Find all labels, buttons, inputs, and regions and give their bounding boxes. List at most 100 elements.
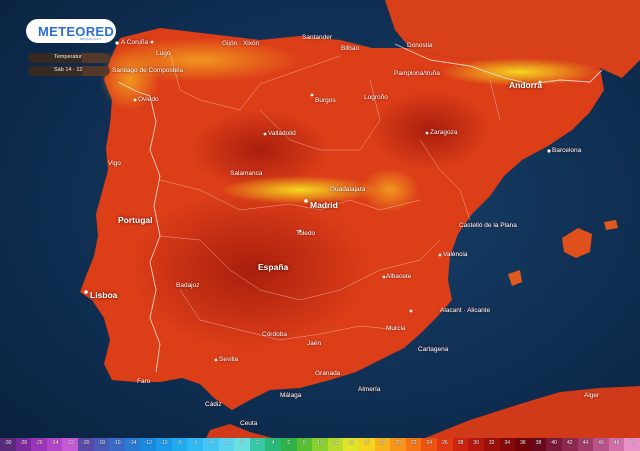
city-label-castello: Castelló de la Plana — [459, 222, 517, 229]
regional-borders — [159, 51, 501, 341]
city-label-murcia: Murcia — [386, 325, 406, 332]
legend-swatch: -10 — [156, 438, 172, 451]
city-label-malaga: Málaga — [280, 392, 302, 399]
legend-value: 50 — [629, 440, 635, 446]
city-label-logrono: Logroño — [364, 94, 388, 101]
city-label-toledo: Toledo — [296, 230, 316, 237]
legend-value: 22 — [410, 440, 417, 446]
legend-value: 12 — [332, 440, 339, 446]
legend-swatch: -8 — [171, 438, 188, 451]
variable-toggle — [82, 53, 110, 63]
city-label-guadalajara: Guadalajara — [330, 186, 366, 193]
legend-swatch: 32 — [483, 438, 500, 451]
city-label-sevilla: Sevilla — [219, 356, 239, 363]
city-label-cordoba: Córdoba — [262, 331, 287, 338]
legend-value: 30 — [473, 440, 479, 446]
city-label-a-coruna: A Coruña — [121, 39, 149, 46]
legend-value: 26 — [442, 440, 448, 446]
city-label-lugo: Lugo — [156, 50, 171, 57]
legend-value: 18 — [379, 440, 386, 446]
legend-swatch: 50 — [624, 438, 640, 451]
legend-swatch: 14 — [343, 438, 360, 451]
legend-swatch: -28 — [15, 438, 32, 451]
city-markers — [84, 40, 551, 362]
portugal-border — [117, 81, 161, 373]
temperature-legend: -30 -28 -26 -24 -22 -20 -18 -16 -14 -12 -10 -8 -6 -4-… — [0, 438, 640, 451]
legend-value: 0 — [240, 440, 244, 446]
legend-value: 4 — [271, 440, 275, 446]
france-landmass — [385, 0, 640, 78]
legend-value: -24 — [51, 440, 59, 446]
legend-value: -10 — [160, 440, 168, 446]
city-label-jaen: Jaén — [307, 340, 322, 347]
legend-swatch: 34 — [499, 438, 516, 451]
legend-value: -16 — [113, 440, 121, 446]
legend-value: 28 — [457, 440, 464, 446]
legend-swatch: -14 — [124, 438, 141, 451]
heat-core-south — [130, 190, 370, 350]
legend-swatch: -24 — [46, 438, 63, 451]
legend-swatch: 46 — [593, 438, 609, 451]
legend-swatch: -26 — [31, 438, 47, 451]
legend-value: 40 — [551, 440, 557, 446]
legend-value: -4 — [208, 440, 213, 446]
city-label-albacete: Albacete — [386, 273, 412, 280]
legend-value: 48 — [613, 440, 620, 446]
legend-swatch: -6 — [187, 438, 203, 451]
legend-swatch: 4 — [265, 438, 281, 451]
iberian-system-warm — [360, 168, 420, 212]
city-label-vigo: Vigo — [108, 160, 121, 167]
legend-swatch: -18 — [93, 438, 110, 451]
legend-value: 44 — [582, 440, 589, 446]
legend-swatch: 24 — [421, 438, 438, 451]
time-toggle — [82, 66, 110, 76]
legend-swatch: -22 — [62, 438, 79, 451]
legend-value: 24 — [426, 440, 433, 446]
city-label-oviedo: Oviedo — [138, 96, 159, 103]
city-label-santiago: Santiago de Compostela — [112, 67, 184, 74]
legend-swatch: -12 — [140, 438, 157, 451]
legend-value: 32 — [488, 440, 495, 446]
legend-value: -28 — [19, 440, 28, 446]
legend-swatch: 44 — [577, 438, 594, 451]
legend-swatch: 40 — [546, 438, 562, 451]
city-label-granada: Granada — [315, 370, 341, 377]
legend-value: -6 — [192, 440, 198, 446]
legend-value: 6 — [287, 440, 291, 446]
city-label-lisboa: Lisboa — [90, 290, 118, 300]
legend-value: 16 — [364, 440, 370, 446]
city-label-cartagena: Cartagena — [418, 346, 449, 353]
variable-selector[interactable]: Temperatura — [28, 53, 110, 63]
country-label-andorra: Andorra — [509, 80, 543, 90]
city-label-donostia: Donostia — [407, 42, 433, 49]
city-label-faro: Faro — [137, 378, 151, 385]
legend-swatch: -2 — [218, 438, 235, 451]
country-label-portugal: Portugal — [118, 215, 153, 225]
city-label-madrid: Madrid — [310, 200, 338, 210]
city-label-alger: Alger — [584, 392, 600, 399]
city-label-badajoz: Badajoz — [176, 282, 200, 289]
city-label-almeria: Almería — [358, 386, 381, 393]
legend-swatch: 16 — [359, 438, 375, 451]
city-label-pamplona: Pamplona/Iruña — [394, 70, 440, 77]
brand-logo[interactable]: METEORED — [38, 24, 115, 39]
legend-swatch: 10 — [312, 438, 328, 451]
brand-tagline: tiempo.com — [80, 36, 101, 41]
city-label-ceuta: Ceuta — [240, 420, 258, 427]
legend-swatch: 42 — [561, 438, 578, 451]
legend-value: -22 — [66, 440, 74, 446]
legend-swatch: 2 — [249, 438, 266, 451]
city-label-burgos: Burgos — [315, 97, 336, 104]
north-africa-landmass — [200, 386, 640, 451]
legend-swatch: -4 — [202, 438, 219, 451]
legend-value: -20 — [82, 440, 90, 446]
time-selector[interactable]: Sáb 14 · 12:00 — [28, 66, 110, 76]
legend-swatch: -20 — [78, 438, 94, 451]
city-label-cadiz: Cádiz — [205, 401, 222, 408]
legend-value: -2 — [224, 440, 229, 446]
legend-value: 10 — [317, 440, 323, 446]
legend-swatch: 36 — [515, 438, 531, 451]
legend-swatch: 38 — [530, 438, 547, 451]
